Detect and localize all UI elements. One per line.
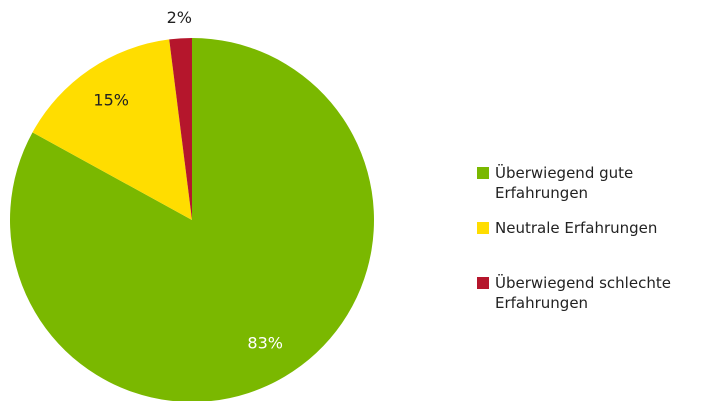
legend-swatch <box>477 222 489 234</box>
legend-swatch <box>477 167 489 179</box>
data-label: 2% <box>167 8 192 27</box>
legend-label: Neutrale Erfahrungen <box>495 219 658 237</box>
legend-swatch <box>477 277 489 289</box>
data-label: 15% <box>93 91 129 110</box>
legend-item: Überwiegend schlechte Erfahrungen <box>477 273 717 313</box>
pie-slice <box>169 38 192 220</box>
legend-item: Überwiegend gute Erfahrungen <box>477 163 717 203</box>
data-label: 83% <box>247 333 283 352</box>
legend-label: Überwiegend gute Erfahrungen <box>495 164 634 202</box>
legend-item: Neutrale Erfahrungen <box>477 218 717 238</box>
pie-slice <box>32 39 193 221</box>
legend-label: Überwiegend schlechte Erfahrungen <box>495 274 671 312</box>
pie-slice <box>10 38 374 401</box>
